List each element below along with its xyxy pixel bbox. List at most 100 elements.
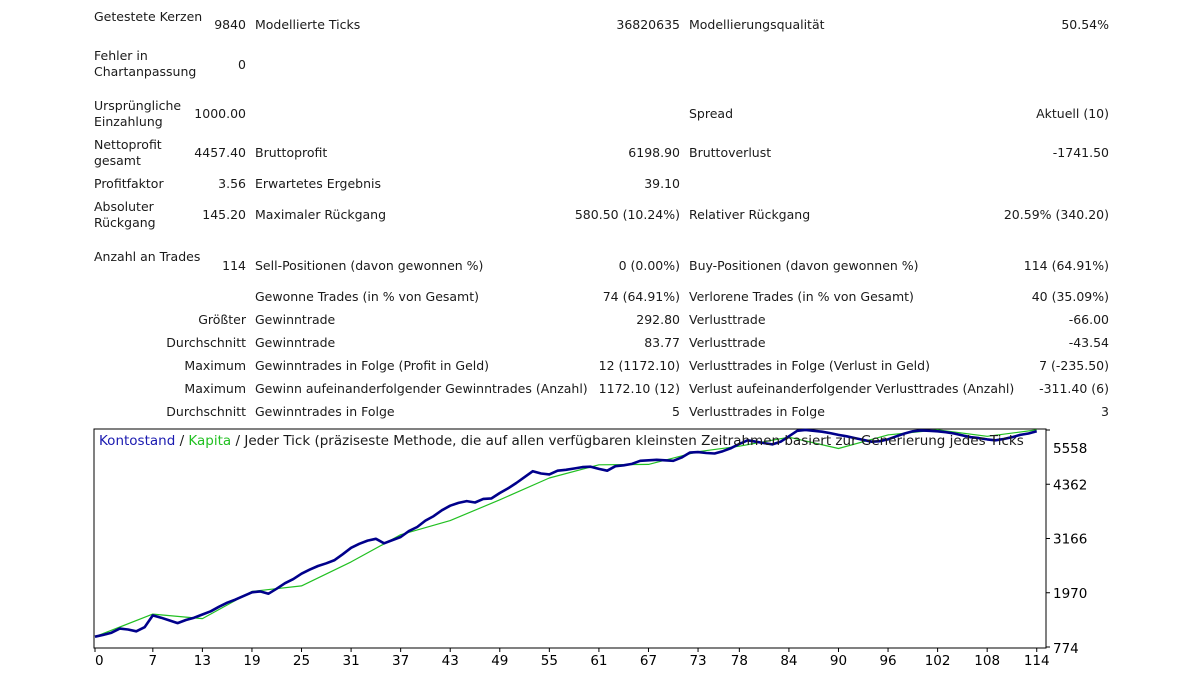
x-tick-label: 78 (731, 653, 748, 669)
legend-equity: Kapita (188, 433, 231, 449)
stat-value-quality: 50.54% (1061, 17, 1109, 32)
stat-value-max-consec-profit: 1172.10 (12) (598, 381, 680, 396)
chart-legend: Kontostand / Kapita / Jeder Tick (präzis… (99, 433, 1024, 449)
stat-label-max-consec-losses: Verlusttrades in Folge (Verlust in Geld) (689, 358, 930, 373)
stat-value-netprofit: 4457.40 (194, 145, 246, 160)
stat-prefix-largest: Größter (198, 312, 246, 327)
x-tick-label: 55 (541, 653, 558, 669)
stat-value-wontrades: 74 (64.91%) (602, 289, 680, 304)
x-tick-label: 102 (925, 653, 951, 669)
stat-label-wontrades: Gewonne Trades (in % von Gesamt) (255, 289, 480, 304)
stat-label-netprofit: Nettoprofit gesamt (94, 137, 162, 168)
stat-label-profitfactor: Profitfaktor (94, 176, 164, 191)
plot-lines (94, 428, 1038, 638)
x-tick-label: 67 (640, 653, 657, 669)
stat-label-maxdrawdown: Maximaler Rückgang (255, 207, 387, 222)
balance-chart: Kontostand / Kapita / Jeder Tick (präzis… (0, 426, 1203, 671)
stat-value-reldrawdown: 20.59% (340.20) (1003, 207, 1109, 222)
stat-prefix-average: Durchschnitt (166, 335, 246, 350)
x-tick-label: 90 (830, 653, 847, 669)
x-tick-label: 96 (879, 653, 896, 669)
x-tick-label: 49 (491, 653, 508, 669)
stat-label-spread: Spread (689, 106, 734, 121)
stat-label-max-consec-profit: Gewinn aufeinanderfolgender Gewinntrades… (255, 381, 588, 396)
x-tick-label: 19 (243, 653, 260, 669)
stat-value-deposit: 1000.00 (194, 106, 246, 121)
stat-prefix-average-2: Durchschnitt (166, 404, 246, 419)
x-tick-label: 0 (95, 653, 104, 669)
stat-value-buypositions: 114 (64.91%) (1023, 258, 1109, 273)
stat-prefix-maximum: Maximum (184, 358, 246, 373)
stat-label-average-win: Gewinntrade (255, 335, 336, 350)
stat-label-losttrades: Verlorene Trades (in % von Gesamt) (689, 289, 914, 304)
stat-value-errors: 0 (238, 57, 246, 72)
stat-value-max-consec-loss: -311.40 (6) (1039, 381, 1109, 396)
stat-value-largest-win: 292.80 (636, 312, 680, 327)
stat-label-reldrawdown: Relativer Rückgang (689, 207, 811, 222)
stat-value-sellpositions: 0 (0.00%) (618, 258, 680, 273)
legend-balance: Kontostand (99, 433, 175, 449)
stat-value-trades: 114 (222, 258, 246, 273)
x-tick-label: 37 (392, 653, 409, 669)
stat-value-average-win: 83.77 (644, 335, 680, 350)
stat-label-trades: Anzahl an Trades (94, 249, 201, 264)
x-tick-label: 13 (194, 653, 211, 669)
stat-value-grossloss: -1741.50 (1052, 145, 1109, 160)
x-tick-label: 43 (442, 653, 459, 669)
stat-label-grossloss: Bruttoverlust (689, 145, 772, 160)
y-tick-label: 5558 (1053, 441, 1087, 457)
x-tick-label: 73 (689, 653, 706, 669)
stat-prefix-maximum-2: Maximum (184, 381, 246, 396)
stat-label-max-consec-wins: Gewinntrades in Folge (Profit in Geld) (255, 358, 490, 373)
y-tick-label: 774 (1053, 641, 1079, 657)
stat-value-max-consec-wins: 12 (1172.10) (598, 358, 680, 373)
stat-value-average-loss: -43.54 (1068, 335, 1109, 350)
stat-value-ticks: 36820635 (616, 17, 680, 32)
legend-description: / Jeder Tick (präziseste Methode, die au… (231, 433, 1024, 449)
stat-value-losttrades: 40 (35.09%) (1031, 289, 1109, 304)
x-tick-label: 61 (590, 653, 607, 669)
stat-label-max-consec-loss: Verlust aufeinanderfolgender Verlusttrad… (689, 381, 1015, 396)
stat-label-absdrawdown: Absoluter Rückgang (94, 199, 156, 230)
stat-label-quality: Modellierungsqualität (689, 17, 825, 32)
stat-value-largest-loss: -66.00 (1068, 312, 1109, 327)
y-axis: 5558 4362 3166 1970 774 (1046, 429, 1087, 657)
x-tick-label: 108 (974, 653, 1000, 669)
stat-label-largest-win: Gewinntrade (255, 312, 336, 327)
stat-value-maxdrawdown: 580.50 (10.24%) (574, 207, 680, 222)
y-tick-label: 4362 (1053, 477, 1087, 493)
stat-label-expected: Erwartetes Ergebnis (255, 176, 382, 191)
stat-label-average-loss: Verlusttrade (689, 335, 766, 350)
x-tick-label: 114 (1024, 653, 1050, 669)
stat-label-deposit: Ursprüngliche Einzahlung (94, 98, 182, 129)
x-axis: 0 7 13 19 25 31 37 43 49 55 61 67 73 78 84 90 96 102 108 11… (94, 648, 1050, 669)
legend-separator: / (175, 433, 188, 449)
stat-label-avg-consec-wins: Gewinntrades in Folge (255, 404, 395, 419)
stat-value-grossprofit: 6198.90 (628, 145, 680, 160)
series-line-balance (94, 428, 1038, 638)
stat-value-spread: Aktuell (10) (1036, 106, 1109, 121)
stat-label-candles: Getestete Kerzen (94, 9, 203, 24)
x-tick-label: 7 (149, 653, 158, 669)
stat-label-avg-consec-losses: Verlusttrades in Folge (689, 404, 825, 419)
y-tick-label: 1970 (1053, 586, 1087, 602)
stat-label-sellpositions: Sell-Positionen (davon gewonnen %) (255, 258, 484, 273)
stat-label-errors: Fehler in Chartanpassung (94, 48, 197, 79)
stat-label-largest-loss: Verlusttrade (689, 312, 766, 327)
stat-value-avg-consec-losses: 3 (1101, 404, 1109, 419)
plot-frame (93, 428, 1047, 649)
stat-value-absdrawdown: 145.20 (202, 207, 246, 222)
stat-value-candles: 9840 (214, 17, 246, 32)
stat-value-avg-consec-wins: 5 (672, 404, 680, 419)
stat-value-expected: 39.10 (644, 176, 680, 191)
x-tick-label: 25 (293, 653, 310, 669)
stat-label-buypositions: Buy-Positionen (davon gewonnen %) (689, 258, 919, 273)
stat-value-max-consec-losses: 7 (-235.50) (1039, 358, 1109, 373)
balance-chart-svg: Kontostand / Kapita / Jeder Tick (präzis… (93, 428, 1087, 669)
stat-value-profitfactor: 3.56 (218, 176, 246, 191)
x-tick-label: 31 (342, 653, 359, 669)
stat-label-ticks: Modellierte Ticks (255, 17, 361, 32)
y-tick-label: 3166 (1053, 532, 1087, 548)
stat-label-grossprofit: Bruttoprofit (255, 145, 328, 160)
x-tick-label: 84 (780, 653, 797, 669)
